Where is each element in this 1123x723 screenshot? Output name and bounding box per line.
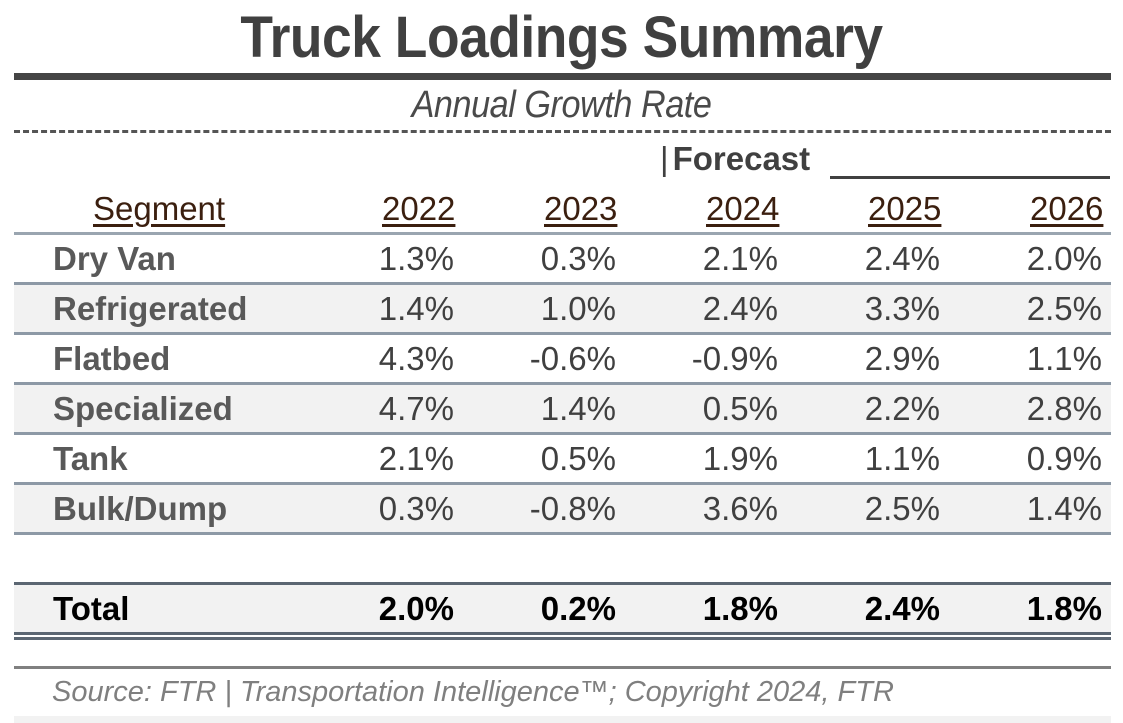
total-top-border	[14, 582, 1111, 585]
growth-value: 1.4%	[1026, 490, 1102, 527]
segment-name: Specialized	[53, 390, 233, 427]
growth-value: 2.1%	[702, 240, 778, 277]
table-row: Specialized 4.7% 1.4% 0.5% 2.2% 2.8%	[14, 385, 1111, 435]
row-divider	[14, 332, 1111, 335]
growth-value: 2.5%	[864, 490, 940, 527]
growth-value: 2.4%	[864, 240, 940, 277]
table-row: Refrigerated 1.4% 1.0% 2.4% 3.3% 2.5%	[14, 285, 1111, 335]
row-divider	[14, 282, 1111, 285]
growth-value: 0.9%	[1026, 440, 1102, 477]
total-value: 2.4%	[864, 590, 940, 627]
growth-value: 0.3%	[540, 240, 616, 277]
subtitle: Annual Growth Rate	[411, 84, 712, 126]
growth-value: -0.6%	[529, 340, 616, 377]
growth-value: 1.4%	[540, 390, 616, 427]
growth-value: 0.5%	[540, 440, 616, 477]
growth-value: 2.5%	[1026, 290, 1102, 327]
column-header-year: 2023	[544, 190, 618, 227]
total-bottom-border	[14, 632, 1111, 635]
segment-name: Tank	[53, 440, 128, 477]
growth-value: 1.1%	[1026, 340, 1102, 377]
growth-value: 2.8%	[1026, 390, 1102, 427]
growth-value: -0.8%	[529, 490, 616, 527]
total-value: 1.8%	[1026, 590, 1102, 627]
title-divider	[14, 73, 1111, 80]
growth-value: 1.1%	[864, 440, 940, 477]
total-value: 2.0%	[378, 590, 454, 627]
growth-value: 2.9%	[864, 340, 940, 377]
total-value: 0.2%	[540, 590, 616, 627]
column-header-year: 2022	[382, 190, 456, 227]
total-row: Total 2.0% 0.2% 1.8% 2.4% 1.8%	[14, 585, 1111, 632]
row-divider	[14, 532, 1111, 535]
row-divider	[14, 382, 1111, 385]
growth-value: 2.1%	[378, 440, 454, 477]
footer-band	[14, 716, 1111, 723]
page-title: Truck Loadings Summary	[240, 5, 883, 70]
table-row: Tank 2.1% 0.5% 1.9% 1.1% 0.9%	[14, 435, 1111, 485]
column-header-year: 2025	[868, 190, 942, 227]
segment-name: Bulk/Dump	[53, 490, 228, 527]
forecast-underline	[830, 176, 1110, 179]
column-header-year: 2024	[706, 190, 780, 227]
growth-value: 4.3%	[378, 340, 454, 377]
source-note: Source: FTR | Transportation Intelligenc…	[52, 676, 894, 708]
growth-value: 3.3%	[864, 290, 940, 327]
growth-value: 0.3%	[378, 490, 454, 527]
growth-value: 2.0%	[1026, 240, 1102, 277]
footer-divider	[14, 666, 1111, 669]
row-divider	[14, 432, 1111, 435]
forecast-label: Forecast	[672, 140, 811, 177]
total-value: 1.8%	[702, 590, 778, 627]
total-bottom-border	[14, 637, 1111, 640]
growth-value: 1.4%	[378, 290, 454, 327]
growth-value: -0.9%	[691, 340, 778, 377]
total-label: Total	[53, 590, 130, 627]
table-row: Bulk/Dump 0.3% -0.8% 3.6% 2.5% 1.4%	[14, 485, 1111, 535]
column-header-year: 2026	[1030, 190, 1104, 227]
segment-name: Refrigerated	[53, 290, 248, 327]
header-divider	[14, 232, 1111, 235]
growth-value: 2.2%	[864, 390, 940, 427]
table-row: Dry Van 1.3% 0.3% 2.1% 2.4% 2.0%	[14, 235, 1111, 285]
segment-name: Flatbed	[53, 340, 171, 377]
column-header-segment: Segment	[93, 190, 226, 227]
subtitle-divider	[14, 130, 1111, 133]
growth-value: 4.7%	[378, 390, 454, 427]
table-row: Flatbed 4.3% -0.6% -0.9% 2.9% 1.1%	[14, 335, 1111, 385]
growth-value: 2.4%	[702, 290, 778, 327]
growth-value: 0.5%	[702, 390, 778, 427]
row-divider	[14, 482, 1111, 485]
growth-value: 1.0%	[540, 290, 616, 327]
growth-value: 1.3%	[378, 240, 454, 277]
forecast-separator: |	[660, 140, 669, 177]
segment-name: Dry Van	[53, 240, 176, 277]
growth-value: 1.9%	[702, 440, 778, 477]
forecast-label-group: | Forecast	[660, 140, 810, 178]
growth-value: 3.6%	[702, 490, 778, 527]
